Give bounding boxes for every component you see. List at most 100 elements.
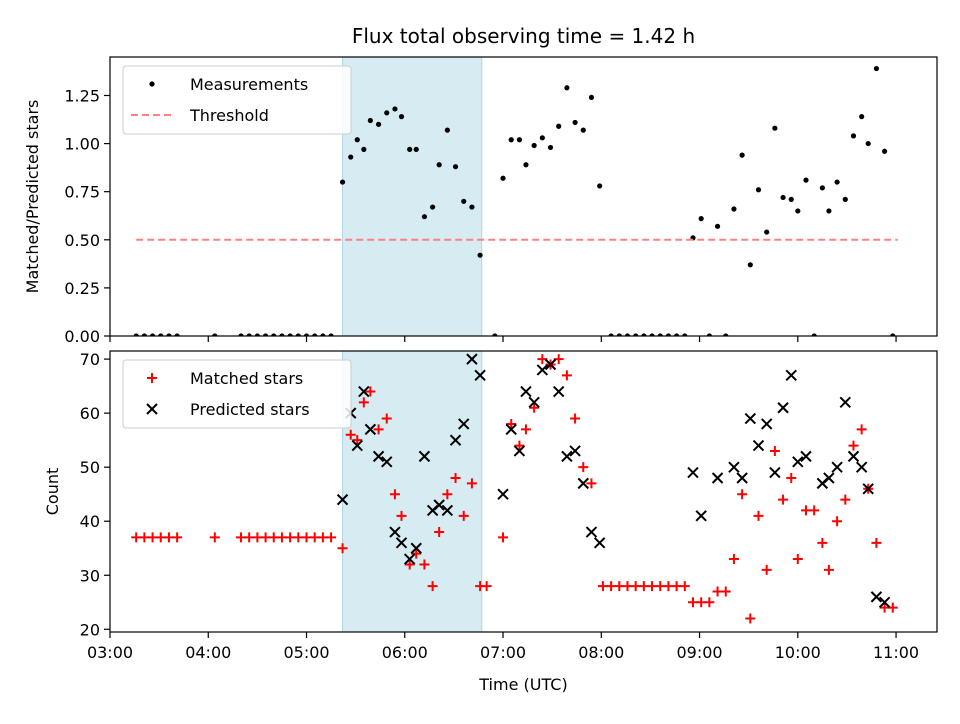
matched-star-point [337,543,348,554]
matched-star-point [537,354,548,365]
measurement-point [436,162,442,168]
predicted-star-point [520,385,532,398]
plot-area [133,65,898,336]
matched-star-point [358,397,369,408]
measurement-point [500,175,506,181]
predicted-star-point [831,461,843,473]
plot-area [131,353,898,624]
measurement-point [384,110,390,116]
matched-star-point [352,435,363,446]
y-axis-label: Matched/Predicted stars [23,100,42,294]
predicted-star-point [336,493,349,506]
predicted-star-point [381,456,393,468]
x-tick-label: 05:00 [283,643,329,662]
measurement-point [865,140,871,147]
measurement-point [624,333,631,336]
matched-star-point [411,548,422,559]
predicted-star-point [862,483,874,495]
series-matched-stars [131,354,898,624]
measurement-point [788,196,794,202]
matched-star-point [514,440,525,451]
matched-star-point [840,494,851,505]
measurement-point [633,333,639,336]
measurement-point [780,194,786,201]
measurement-point [452,164,459,170]
x-tick-label: 11:00 [873,643,919,662]
matched-star-point [553,354,564,365]
legend-box [122,359,352,429]
predicted-star-point [855,461,868,473]
measurement-point [158,333,164,336]
x-axis-label: Time (UTC) [478,675,567,694]
measurement-point [649,333,655,336]
y-tick-label: 0.75 [64,183,100,202]
predicted-star-point [561,450,573,463]
measurement-point [262,333,269,336]
measurement-point [398,114,405,120]
measurement-point [523,162,529,168]
legend-label: Measurements [190,75,308,94]
predicted-star-point [569,445,581,457]
legend-label: Predicted stars [190,400,310,419]
matched-star-point [434,527,445,538]
predicted-star-point [389,526,401,538]
measurement-point [665,333,672,336]
matched-star-point [450,472,461,483]
measurement-point [755,187,762,193]
predicted-star-point [433,499,445,511]
predicted-star-point [823,472,835,484]
y-tick-label: 50 [80,458,100,477]
matched-star-point [381,413,392,424]
measurement-point [811,333,817,336]
measurement-point [303,333,310,336]
predicted-star-point [474,369,486,382]
matched-star-point [570,413,581,424]
measurement-point [547,144,554,151]
measurement-point [616,333,622,336]
predicted-star-point [839,396,852,409]
measurement-point [834,179,840,185]
y-tick-label: 1.25 [64,86,100,105]
matched-star-point [520,424,531,435]
measurement-point [508,137,514,143]
axes-frame [109,350,938,633]
y-tick-label: 70 [80,350,100,369]
measurement-point [588,94,595,101]
measurement-point [375,121,382,127]
y-tick-label: 0.00 [64,327,100,346]
x-tick-label: 03:00 [87,643,133,662]
predicted-star-point [744,412,757,425]
x-tick-label: 08:00 [578,643,624,662]
matched-star-point [769,445,780,456]
predicted-star-point [785,369,797,382]
matched-star-point [389,489,400,500]
x-tick-label: 07:00 [480,643,526,662]
measurement-point [516,137,523,143]
measurement-point [295,333,301,336]
matched-star-point [586,478,597,489]
matched-star-point [856,424,867,435]
chart-title: Flux total observing time = 1.42 h [352,24,695,48]
measurement-point [320,333,326,336]
predicted-star-point [585,526,598,538]
matched-star-point [737,489,748,500]
matched-star-point [529,402,540,413]
matched-star-point [506,418,517,429]
measurement-point [556,123,562,129]
measurement-point [392,106,398,112]
measurement-point [706,333,712,336]
predicted-star-point [358,385,370,398]
measurement-point [747,262,753,268]
y-tick-label: 0.25 [64,279,100,298]
measurement-point [149,333,156,336]
measurement-point [795,208,801,214]
measurement-point [597,183,603,189]
measurement-point [133,333,139,336]
predicted-star-point [711,472,724,484]
measurement-point [348,154,354,160]
measurement-point [539,135,545,141]
matched-star-point [172,532,183,543]
measurement-point [873,65,880,72]
legend-box [122,65,352,135]
measurement-point [531,142,537,149]
